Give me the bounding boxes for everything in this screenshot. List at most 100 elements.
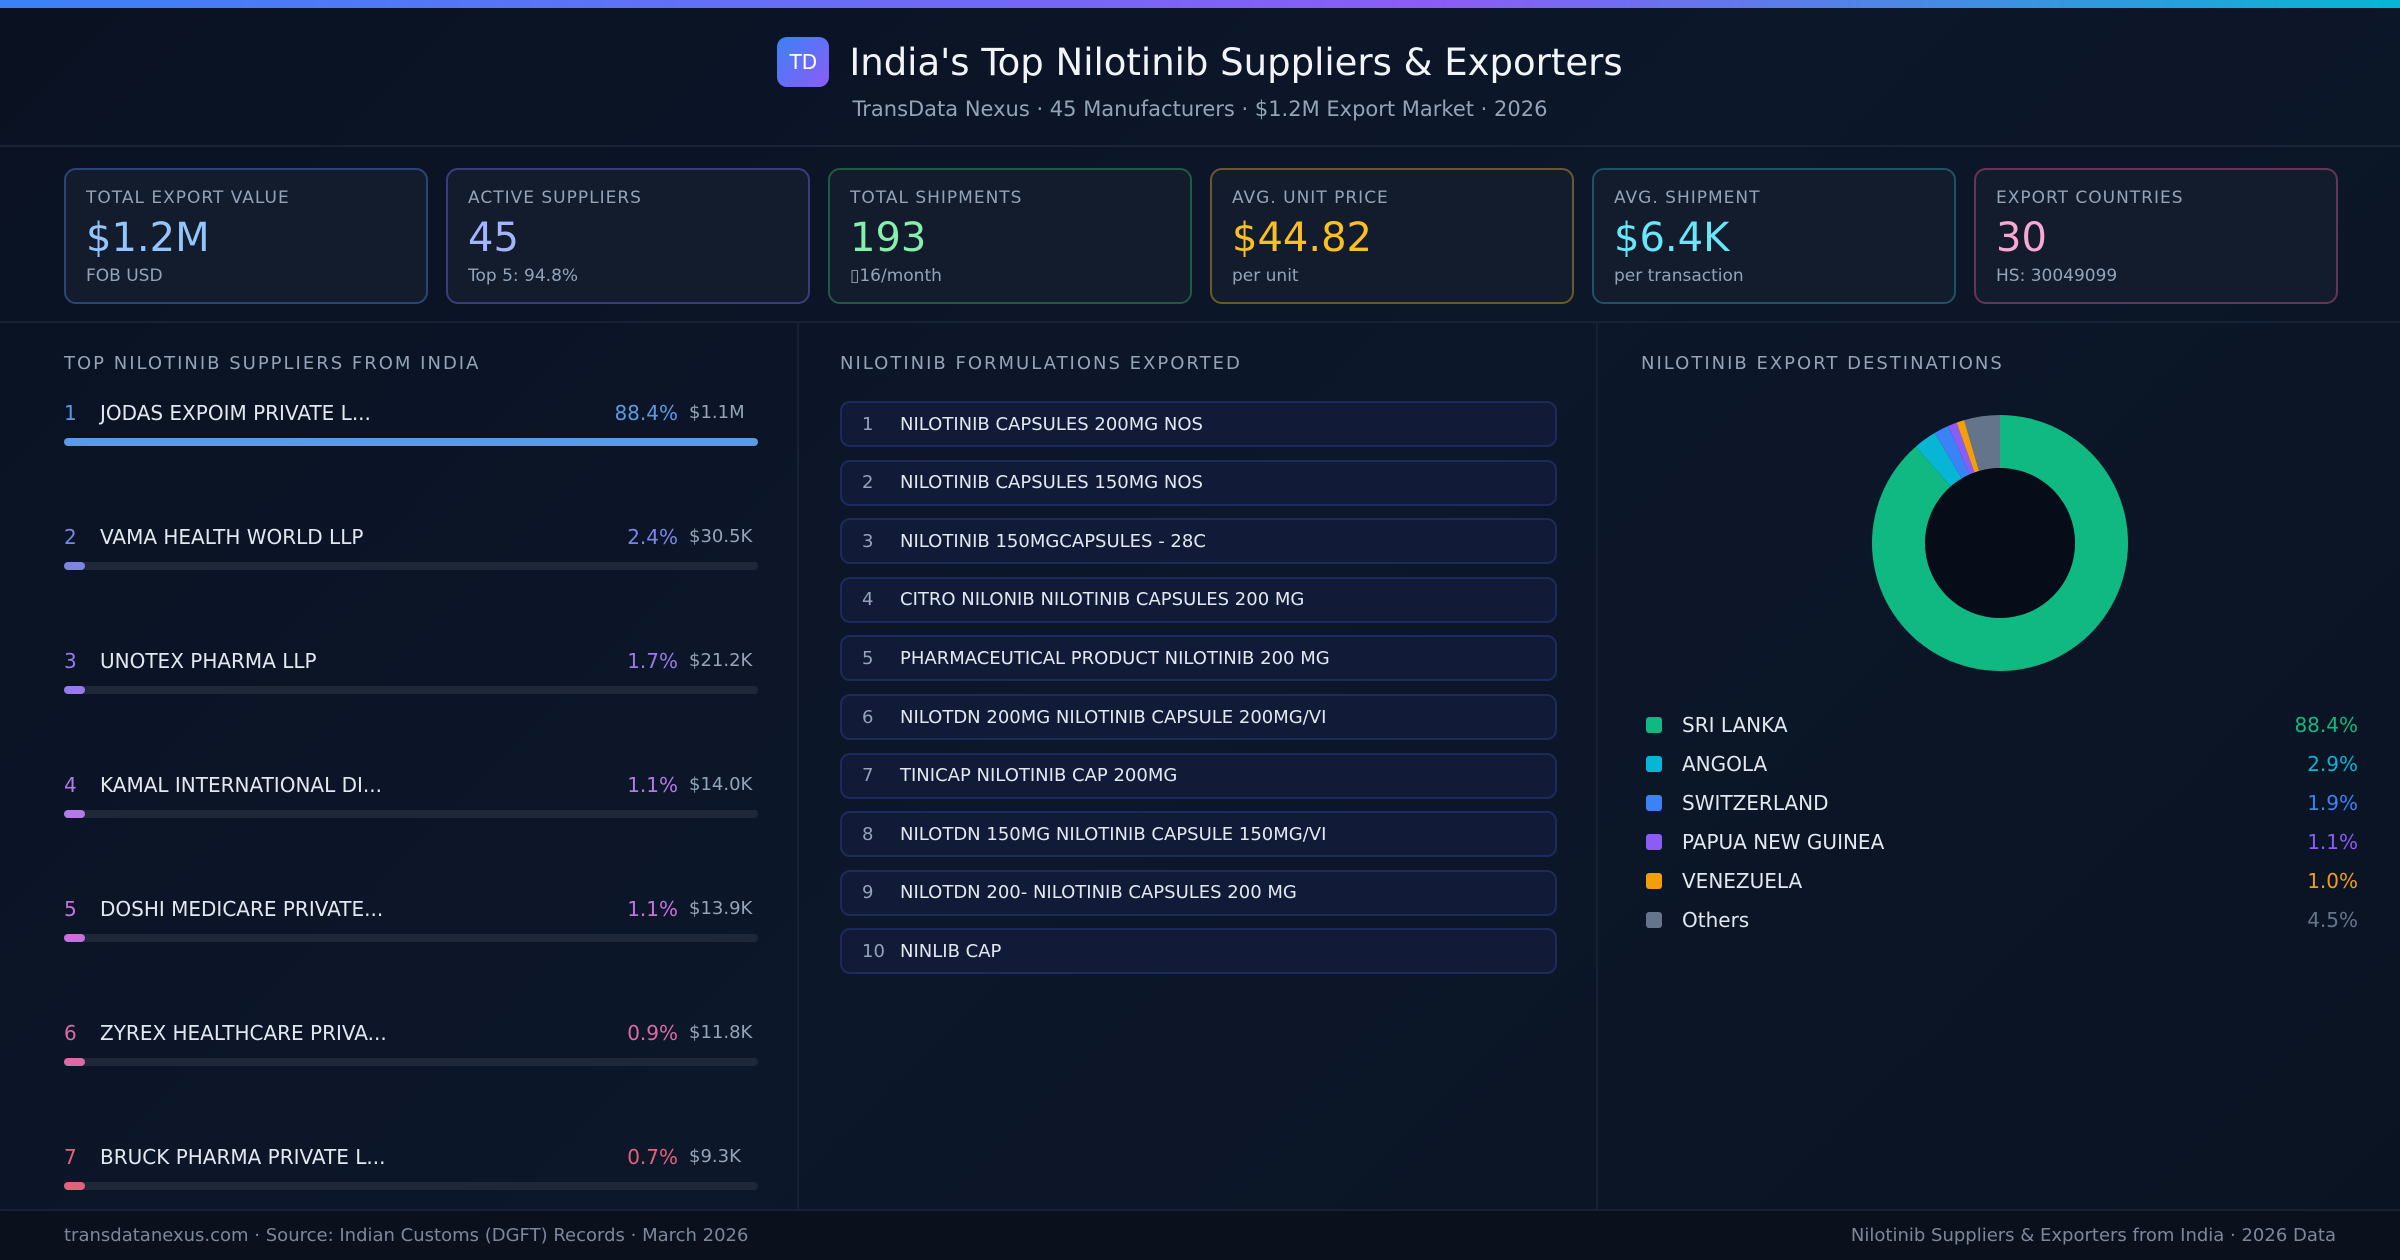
legend-label: PAPUA NEW GUINEA xyxy=(1682,830,1885,854)
legend-value: 1.0% xyxy=(2307,869,2358,893)
formulation-name: NINLIB CAP xyxy=(900,940,1002,962)
legend-item: SRI LANKA 88.4% xyxy=(1646,710,2358,740)
legend-value: 1.1% xyxy=(2307,830,2358,854)
page-subtitle: TransData Nexus · 45 Manufacturers · $1.… xyxy=(852,97,1548,121)
destinations-donut-chart xyxy=(1872,415,2128,671)
legend-item: Others 4.5% xyxy=(1646,905,2358,935)
donut-slice-angola xyxy=(1915,432,1962,487)
kpi-card: AVG. SHIPMENT $6.4K per transaction xyxy=(1592,168,1956,304)
legend-swatch xyxy=(1646,873,1662,889)
legend-swatch xyxy=(1646,912,1662,928)
supplier-value: $9.3K xyxy=(689,1146,741,1167)
logo: TD xyxy=(777,37,830,87)
supplier-row: 7 BRUCK PHARMA PRIVATE L... 0.7% $9.3K xyxy=(64,1145,758,1205)
supplier-share: 1.1% xyxy=(627,773,678,797)
supplier-rank: 6 xyxy=(64,1021,77,1045)
supplier-share: 0.9% xyxy=(627,1021,678,1045)
supplier-bar-fill xyxy=(64,1182,85,1190)
supplier-bar-track xyxy=(64,686,758,694)
supplier-share: 0.7% xyxy=(627,1145,678,1169)
kpi-card: AVG. UNIT PRICE $44.82 per unit xyxy=(1210,168,1574,304)
formulation-item: 6 NILOTDN 200MG NILOTINIB CAPSULE 200MG/V… xyxy=(840,694,1557,740)
supplier-bar-fill xyxy=(64,934,85,942)
kpi-label: EXPORT COUNTRIES xyxy=(1996,188,2184,208)
formulation-rank: 7 xyxy=(862,765,874,787)
formulations-title: NILOTINIB FORMULATIONS EXPORTED xyxy=(840,353,1242,374)
supplier-bar-track xyxy=(64,1182,758,1190)
donut-slice-sri-lanka xyxy=(1872,415,2128,671)
legend-label: ANGOLA xyxy=(1682,752,1768,776)
supplier-row: 1 JODAS EXPOIM PRIVATE L... 88.4% $1.1M xyxy=(64,401,758,461)
kpi-subtext: per transaction xyxy=(1614,266,1744,286)
suppliers-title: TOP NILOTINIB SUPPLIERS FROM INDIA xyxy=(64,353,481,374)
divider xyxy=(0,321,2400,323)
supplier-value: $11.8K xyxy=(689,1022,753,1043)
footer: transdatanexus.com · Source: Indian Cust… xyxy=(0,1209,2400,1260)
supplier-value: $13.9K xyxy=(689,898,753,919)
supplier-row: 4 KAMAL INTERNATIONAL DI... 1.1% $14.0K xyxy=(64,773,758,833)
kpi-label: TOTAL EXPORT VALUE xyxy=(86,188,290,208)
supplier-rank: 7 xyxy=(64,1145,77,1169)
kpi-subtext: FOB USD xyxy=(86,266,163,286)
legend-value: 1.9% xyxy=(2307,791,2358,815)
kpi-value: 45 xyxy=(468,215,519,261)
formulation-name: NILOTDN 200MG NILOTINIB CAPSULE 200MG/VI xyxy=(900,706,1327,728)
kpi-value: 193 xyxy=(850,215,927,261)
supplier-bar-track xyxy=(64,438,758,446)
supplier-bar-fill xyxy=(64,438,758,446)
donut-slice-others xyxy=(1964,415,2000,471)
supplier-value: $14.0K xyxy=(689,774,753,795)
legend-item: SWITZERLAND 1.9% xyxy=(1646,788,2358,818)
kpi-subtext: Top 5: 94.8% xyxy=(468,266,579,286)
supplier-name: VAMA HEALTH WORLD LLP xyxy=(100,525,364,549)
formulation-name: TINICAP NILOTINIB CAP 200MG xyxy=(900,765,1178,787)
supplier-row: 6 ZYREX HEALTHCARE PRIVA... 0.9% $11.8K xyxy=(64,1021,758,1081)
legend-swatch xyxy=(1646,717,1662,733)
formulation-name: PHARMACEUTICAL PRODUCT NILOTINIB 200 MG xyxy=(900,647,1330,669)
supplier-rank: 1 xyxy=(64,401,77,425)
supplier-name: JODAS EXPOIM PRIVATE L... xyxy=(100,401,371,425)
supplier-bar-track xyxy=(64,562,758,570)
formulation-rank: 5 xyxy=(862,647,874,669)
kpi-label: AVG. SHIPMENT xyxy=(1614,188,1761,208)
kpi-value: 30 xyxy=(1996,215,2047,261)
formulation-rank: 2 xyxy=(862,472,874,494)
formulation-name: NILOTDN 150MG NILOTINIB CAPSULE 150MG/VI xyxy=(900,823,1327,845)
formulation-name: NILOTINIB 150MGCAPSULES - 28C xyxy=(900,530,1206,552)
supplier-share: 1.1% xyxy=(627,897,678,921)
formulation-name: CITRO NILONIB NILOTINIB CAPSULES 200 MG xyxy=(900,589,1305,611)
kpi-card: TOTAL EXPORT VALUE $1.2M FOB USD xyxy=(64,168,428,304)
formulation-name: NILOTDN 200- NILOTINIB CAPSULES 200 MG xyxy=(900,882,1297,904)
formulation-item: 4 CITRO NILONIB NILOTINIB CAPSULES 200 MG xyxy=(840,576,1557,623)
formulation-item: 5 PHARMACEUTICAL PRODUCT NILOTINIB 200 MG xyxy=(840,635,1557,682)
supplier-share: 2.4% xyxy=(627,525,678,549)
footer-caption: Nilotinib Suppliers & Exporters from Ind… xyxy=(1850,1225,2336,1246)
donut-slice-switzerland xyxy=(1934,425,1970,479)
supplier-row: 2 VAMA HEALTH WORLD LLP 2.4% $30.5K xyxy=(64,525,758,585)
kpi-card: TOTAL SHIPMENTS 193 ▯16/month xyxy=(828,168,1192,304)
legend-label: VENEZUELA xyxy=(1682,869,1803,893)
legend-item: ANGOLA 2.9% xyxy=(1646,749,2358,779)
accent-bar xyxy=(0,0,2400,8)
supplier-bar-fill xyxy=(64,810,85,818)
supplier-value: $30.5K xyxy=(689,526,753,547)
kpi-card: EXPORT COUNTRIES 30 HS: 30049099 xyxy=(1974,168,2338,304)
formulation-rank: 4 xyxy=(862,589,874,611)
supplier-rank: 5 xyxy=(64,897,77,921)
supplier-share: 88.4% xyxy=(614,401,678,425)
formulation-name: NILOTINIB CAPSULES 200MG NOS xyxy=(900,413,1203,435)
donut-slice-papua-new-guinea xyxy=(1948,422,1975,475)
formulation-item: 2 NILOTINIB CAPSULES 150MG NOS xyxy=(840,459,1557,506)
supplier-row: 3 UNOTEX PHARMA LLP 1.7% $21.2K xyxy=(64,649,758,709)
supplier-name: KAMAL INTERNATIONAL DI... xyxy=(100,773,382,797)
supplier-name: ZYREX HEALTHCARE PRIVA... xyxy=(100,1021,387,1045)
legend-label: SWITZERLAND xyxy=(1682,791,1829,815)
supplier-bar-fill xyxy=(64,562,85,570)
kpi-row: TOTAL EXPORT VALUE $1.2M FOB USD ACTIVE SUP… xyxy=(64,168,2338,304)
supplier-bar-track xyxy=(64,1058,758,1066)
formulation-rank: 3 xyxy=(862,530,874,552)
legend-value: 4.5% xyxy=(2307,908,2358,932)
supplier-name: DOSHI MEDICARE PRIVATE... xyxy=(100,897,384,921)
supplier-rank: 2 xyxy=(64,525,77,549)
kpi-value: $1.2M xyxy=(86,215,210,261)
